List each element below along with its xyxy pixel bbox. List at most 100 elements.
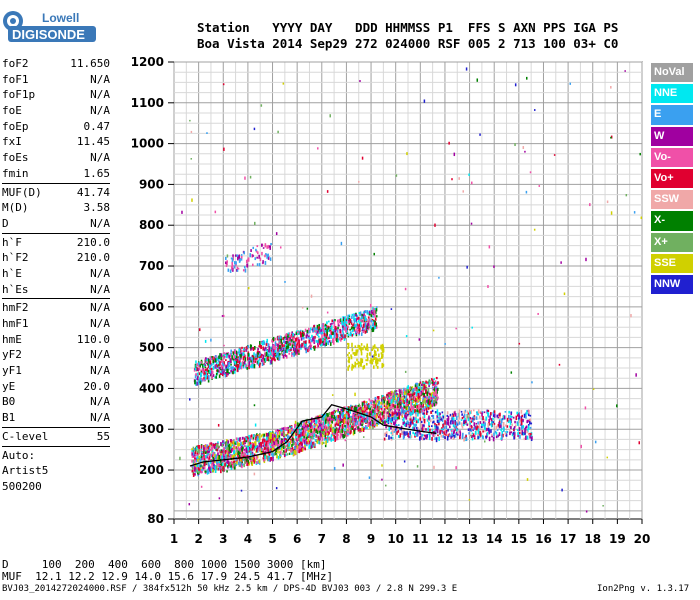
echo-point	[354, 422, 357, 427]
echo-point	[194, 457, 196, 460]
echo-point	[270, 434, 272, 440]
echo-point	[359, 321, 362, 324]
echo-point	[240, 441, 242, 446]
echo-point	[349, 425, 352, 428]
echo-point	[509, 431, 511, 436]
echo-point	[439, 430, 441, 435]
echo-point	[253, 346, 256, 350]
echo-point	[250, 434, 253, 438]
echo-point	[357, 330, 359, 334]
echo-point	[322, 327, 325, 332]
echo-point	[463, 437, 465, 442]
echo-point	[325, 338, 327, 341]
echo-point	[423, 382, 425, 385]
echo-point	[365, 412, 368, 417]
echo-point	[235, 446, 238, 450]
echo-point	[350, 320, 353, 324]
echo-point	[270, 440, 273, 445]
echo-point	[405, 424, 408, 428]
echo-point	[432, 329, 435, 332]
echo-point	[316, 424, 319, 428]
echo-point	[300, 437, 303, 443]
echo-point	[226, 451, 229, 455]
echo-point	[269, 352, 272, 356]
echo-point	[451, 417, 454, 422]
echo-point	[345, 433, 348, 436]
echo-point	[268, 245, 271, 248]
echo-point	[265, 436, 268, 441]
echo-point	[347, 321, 350, 324]
echo-point	[366, 404, 368, 406]
echo-point	[258, 356, 261, 359]
echo-point	[357, 319, 360, 323]
echo-point	[215, 449, 218, 451]
echo-point	[301, 306, 304, 309]
echo-point	[362, 365, 365, 370]
echo-point	[400, 389, 403, 392]
echo-point	[232, 267, 234, 272]
echo-point	[252, 359, 255, 363]
echo-point	[236, 461, 238, 466]
echo-point	[374, 325, 376, 330]
echo-point	[200, 469, 202, 474]
echo-point	[254, 257, 257, 261]
echo-point	[489, 415, 491, 420]
echo-point	[406, 386, 409, 390]
echo-point	[414, 409, 416, 414]
echo-point	[445, 429, 448, 432]
echo-point	[203, 446, 206, 449]
echo-point	[290, 425, 293, 428]
echo-point	[325, 335, 328, 339]
echo-point	[424, 389, 427, 394]
echo-point	[347, 366, 349, 371]
echo-point	[454, 425, 457, 429]
echo-point	[436, 428, 439, 434]
echo-point	[290, 347, 292, 350]
echo-point	[333, 340, 335, 345]
echo-point	[347, 410, 350, 413]
echo-point	[269, 257, 272, 261]
echo-point	[239, 358, 241, 364]
echo-point	[405, 402, 408, 405]
echo-point	[292, 342, 294, 345]
echo-point	[313, 433, 316, 437]
echo-point	[445, 425, 448, 430]
echo-point	[393, 394, 396, 397]
echo-point	[472, 429, 474, 432]
echo-point	[249, 253, 252, 258]
echo-point	[359, 422, 362, 426]
echo-point	[325, 415, 327, 419]
echo-point	[465, 421, 468, 425]
echo-point	[268, 353, 270, 357]
echo-point	[302, 424, 304, 428]
echo-point	[420, 423, 423, 428]
echo-point	[518, 427, 521, 431]
echo-point	[234, 357, 237, 362]
echo-point	[284, 334, 287, 337]
echo-point	[262, 360, 265, 364]
echo-point	[292, 432, 295, 437]
echo-point	[361, 417, 364, 420]
echo-point	[377, 358, 379, 361]
echo-point	[433, 391, 435, 397]
echo-point	[239, 352, 242, 356]
echo-point	[379, 405, 381, 410]
echo-point	[321, 327, 324, 332]
echo-point	[450, 435, 452, 439]
echo-point	[197, 459, 199, 462]
echo-point	[243, 436, 245, 440]
echo-point	[384, 422, 386, 426]
echo-point	[351, 330, 354, 333]
echo-point	[412, 389, 415, 391]
echo-point	[223, 467, 225, 472]
echo-point	[396, 417, 398, 420]
echo-point	[233, 464, 236, 470]
echo-point	[300, 429, 302, 432]
echo-point	[470, 429, 473, 432]
echo-point	[342, 323, 344, 326]
echo-point	[377, 403, 380, 406]
echo-point	[308, 420, 310, 423]
echo-point	[427, 403, 430, 408]
echo-point	[286, 345, 288, 350]
echo-point	[229, 442, 232, 447]
